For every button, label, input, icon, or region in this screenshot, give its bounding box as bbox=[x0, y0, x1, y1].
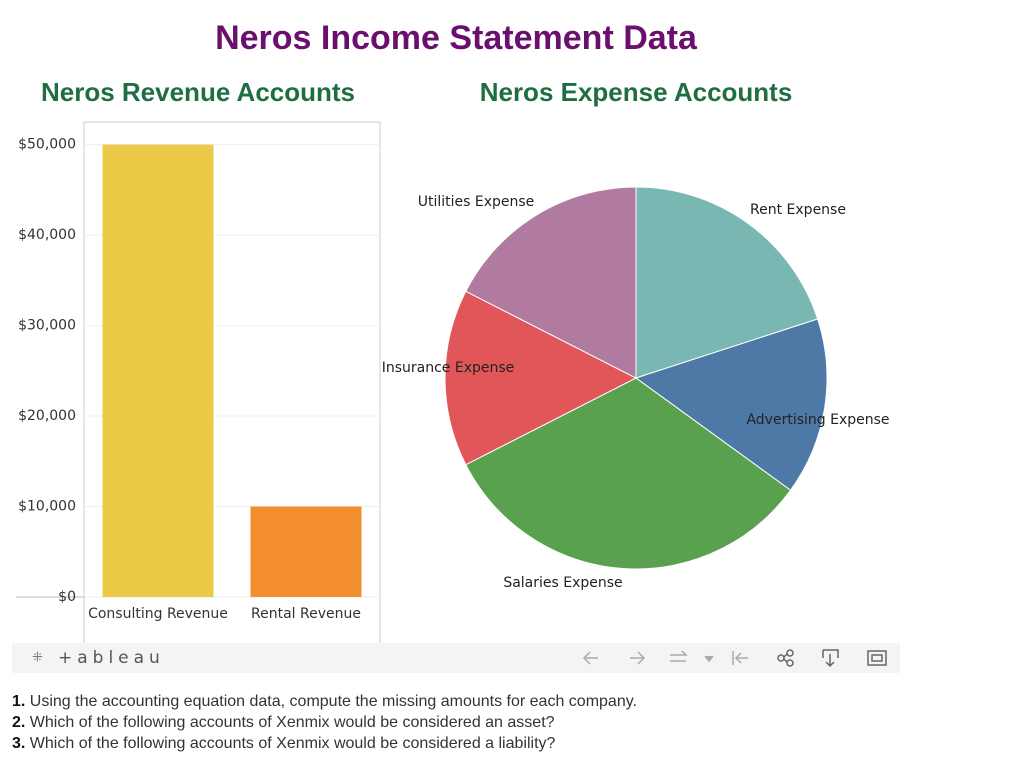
chart-title: Neros Expense Accounts bbox=[480, 77, 793, 107]
slice-label: Advertising Expense bbox=[746, 412, 889, 428]
pie-slice bbox=[465, 186, 637, 379]
y-tick-label: $30,000 bbox=[18, 318, 76, 334]
pie-slice bbox=[635, 186, 819, 379]
share-button[interactable] bbox=[777, 649, 794, 667]
toolbar-logo: +ableau bbox=[58, 648, 165, 668]
page-title: Neros Income Statement Data bbox=[215, 19, 698, 57]
y-tick-label: $10,000 bbox=[18, 499, 76, 515]
question-number: 3. bbox=[12, 735, 26, 752]
slice-label: Utilities Expense bbox=[418, 194, 535, 210]
pie-slice bbox=[634, 318, 828, 491]
redo-button[interactable] bbox=[630, 651, 646, 665]
slice-label: Rent Expense bbox=[750, 202, 846, 218]
slice-label: Insurance Expense bbox=[382, 360, 515, 376]
question-number: 1. bbox=[12, 693, 26, 710]
question: 2. Which of the following accounts of Xe… bbox=[12, 714, 555, 732]
fullscreen-button[interactable] bbox=[867, 650, 887, 666]
undo-button[interactable] bbox=[582, 651, 598, 665]
y-tick-label: $20,000 bbox=[18, 408, 76, 424]
pie-slice bbox=[465, 377, 792, 570]
revert-menu[interactable] bbox=[704, 655, 714, 663]
chart-title: Neros Revenue Accounts bbox=[41, 77, 355, 107]
logo-icon: ⁜ bbox=[32, 651, 43, 666]
question-text: Which of the following accounts of Xenmi… bbox=[29, 714, 555, 731]
y-tick-label: $0 bbox=[58, 589, 76, 605]
question: 3. Which of the following accounts of Xe… bbox=[12, 735, 555, 753]
bar bbox=[250, 506, 362, 597]
question-number: 2. bbox=[12, 714, 26, 731]
slice-label: Salaries Expense bbox=[503, 575, 622, 591]
pie-slice bbox=[444, 290, 638, 466]
question-text: Using the accounting equation data, comp… bbox=[29, 693, 637, 710]
x-tick-label: Rental Revenue bbox=[251, 606, 361, 622]
revert-button[interactable] bbox=[670, 650, 688, 662]
bar bbox=[102, 144, 214, 597]
y-tick-label: $50,000 bbox=[18, 137, 76, 153]
question: 1. Using the accounting equation data, c… bbox=[12, 693, 637, 711]
download-button[interactable] bbox=[822, 649, 839, 668]
dashboard: Neros Income Statement Data Neros Revenu… bbox=[12, 19, 900, 673]
question-text: Which of the following accounts of Xenmi… bbox=[29, 735, 556, 752]
reset-button[interactable] bbox=[732, 651, 748, 665]
x-tick-label: Consulting Revenue bbox=[88, 606, 228, 622]
y-tick-label: $40,000 bbox=[18, 227, 76, 243]
toolbar bbox=[12, 643, 900, 673]
